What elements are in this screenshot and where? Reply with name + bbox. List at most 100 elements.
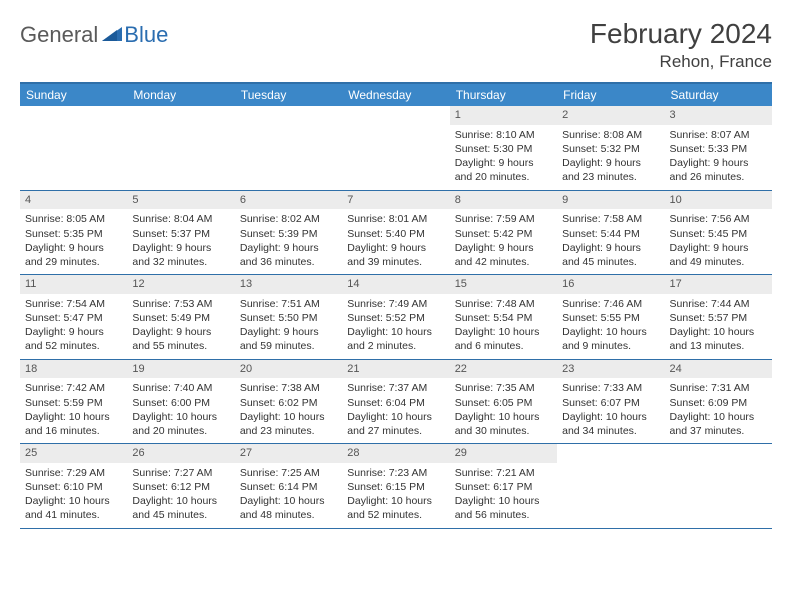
week-row: 11Sunrise: 7:54 AMSunset: 5:47 PMDayligh… <box>20 275 772 360</box>
day-detail-line: Daylight: 9 hours <box>132 325 229 339</box>
day-detail-line: Sunset: 5:45 PM <box>670 227 767 241</box>
day-cell: 3Sunrise: 8:07 AMSunset: 5:33 PMDaylight… <box>665 106 772 190</box>
day-detail-line: and 30 minutes. <box>455 424 552 438</box>
day-details: Sunrise: 7:21 AMSunset: 6:17 PMDaylight:… <box>450 463 557 528</box>
day-detail-line: Daylight: 9 hours <box>240 241 337 255</box>
day-cell: 5Sunrise: 8:04 AMSunset: 5:37 PMDaylight… <box>127 191 234 275</box>
day-detail-line: Sunrise: 7:49 AM <box>347 297 444 311</box>
day-number: 14 <box>342 275 449 294</box>
day-detail-line: Sunrise: 7:51 AM <box>240 297 337 311</box>
day-detail-line: Daylight: 10 hours <box>347 325 444 339</box>
triangle-icon <box>102 25 122 46</box>
day-detail-line: Sunrise: 7:53 AM <box>132 297 229 311</box>
day-details: Sunrise: 7:31 AMSunset: 6:09 PMDaylight:… <box>665 378 772 443</box>
week-row: ........1Sunrise: 8:10 AMSunset: 5:30 PM… <box>20 106 772 191</box>
day-detail-line: Daylight: 9 hours <box>25 325 122 339</box>
day-cell: 15Sunrise: 7:48 AMSunset: 5:54 PMDayligh… <box>450 275 557 359</box>
day-details: Sunrise: 7:48 AMSunset: 5:54 PMDaylight:… <box>450 294 557 359</box>
day-cell: .. <box>665 444 772 528</box>
day-detail-line: Sunrise: 7:21 AM <box>455 466 552 480</box>
day-detail-line: Daylight: 9 hours <box>132 241 229 255</box>
day-detail-line: and 49 minutes. <box>670 255 767 269</box>
day-cell: 12Sunrise: 7:53 AMSunset: 5:49 PMDayligh… <box>127 275 234 359</box>
day-cell: 19Sunrise: 7:40 AMSunset: 6:00 PMDayligh… <box>127 360 234 444</box>
day-cell: 27Sunrise: 7:25 AMSunset: 6:14 PMDayligh… <box>235 444 342 528</box>
day-number: 11 <box>20 275 127 294</box>
day-cell: 21Sunrise: 7:37 AMSunset: 6:04 PMDayligh… <box>342 360 449 444</box>
day-details: Sunrise: 7:27 AMSunset: 6:12 PMDaylight:… <box>127 463 234 528</box>
day-detail-line: and 45 minutes. <box>132 508 229 522</box>
day-detail-line: Daylight: 10 hours <box>132 494 229 508</box>
day-details: Sunrise: 7:56 AMSunset: 5:45 PMDaylight:… <box>665 209 772 274</box>
day-number: 4 <box>20 191 127 210</box>
weekday-header: Tuesday <box>235 84 342 106</box>
day-detail-line: Sunrise: 7:58 AM <box>562 212 659 226</box>
day-cell: 17Sunrise: 7:44 AMSunset: 5:57 PMDayligh… <box>665 275 772 359</box>
day-detail-line: Sunrise: 7:29 AM <box>25 466 122 480</box>
day-cell: 2Sunrise: 8:08 AMSunset: 5:32 PMDaylight… <box>557 106 664 190</box>
weekday-header: Monday <box>127 84 234 106</box>
day-detail-line: Sunrise: 7:54 AM <box>25 297 122 311</box>
day-details: Sunrise: 7:33 AMSunset: 6:07 PMDaylight:… <box>557 378 664 443</box>
day-cell: 29Sunrise: 7:21 AMSunset: 6:17 PMDayligh… <box>450 444 557 528</box>
day-detail-line: Sunset: 6:15 PM <box>347 480 444 494</box>
weekday-header: Wednesday <box>342 84 449 106</box>
day-number: 6 <box>235 191 342 210</box>
day-detail-line: Daylight: 9 hours <box>455 241 552 255</box>
week-row: 4Sunrise: 8:05 AMSunset: 5:35 PMDaylight… <box>20 191 772 276</box>
day-cell: 28Sunrise: 7:23 AMSunset: 6:15 PMDayligh… <box>342 444 449 528</box>
logo: General Blue <box>20 22 168 48</box>
day-cell: .. <box>20 106 127 190</box>
day-detail-line: and 2 minutes. <box>347 339 444 353</box>
day-number: 18 <box>20 360 127 379</box>
day-detail-line: Sunrise: 7:59 AM <box>455 212 552 226</box>
day-detail-line: and 29 minutes. <box>25 255 122 269</box>
day-detail-line: and 56 minutes. <box>455 508 552 522</box>
day-detail-line: Daylight: 10 hours <box>347 410 444 424</box>
day-detail-line: and 9 minutes. <box>562 339 659 353</box>
day-detail-line: Sunset: 5:54 PM <box>455 311 552 325</box>
day-detail-line: Daylight: 10 hours <box>455 494 552 508</box>
day-detail-line: Sunset: 5:59 PM <box>25 396 122 410</box>
day-detail-line: Daylight: 10 hours <box>562 410 659 424</box>
day-details: Sunrise: 7:53 AMSunset: 5:49 PMDaylight:… <box>127 294 234 359</box>
day-detail-line: and 32 minutes. <box>132 255 229 269</box>
day-detail-line: and 34 minutes. <box>562 424 659 438</box>
day-details: Sunrise: 8:04 AMSunset: 5:37 PMDaylight:… <box>127 209 234 274</box>
weekday-header: Sunday <box>20 84 127 106</box>
day-number: 13 <box>235 275 342 294</box>
day-detail-line: Daylight: 9 hours <box>455 156 552 170</box>
day-detail-line: Daylight: 10 hours <box>25 410 122 424</box>
day-details: Sunrise: 7:23 AMSunset: 6:15 PMDaylight:… <box>342 463 449 528</box>
day-detail-line: Daylight: 9 hours <box>240 325 337 339</box>
day-details: Sunrise: 8:01 AMSunset: 5:40 PMDaylight:… <box>342 209 449 274</box>
day-cell: 1Sunrise: 8:10 AMSunset: 5:30 PMDaylight… <box>450 106 557 190</box>
day-number: 5 <box>127 191 234 210</box>
day-cell: 26Sunrise: 7:27 AMSunset: 6:12 PMDayligh… <box>127 444 234 528</box>
day-cell: 23Sunrise: 7:33 AMSunset: 6:07 PMDayligh… <box>557 360 664 444</box>
day-number: 15 <box>450 275 557 294</box>
day-number: 26 <box>127 444 234 463</box>
day-detail-line: Daylight: 10 hours <box>670 325 767 339</box>
day-number: 12 <box>127 275 234 294</box>
day-detail-line: Sunrise: 7:40 AM <box>132 381 229 395</box>
day-cell: 20Sunrise: 7:38 AMSunset: 6:02 PMDayligh… <box>235 360 342 444</box>
day-detail-line: Sunset: 6:09 PM <box>670 396 767 410</box>
day-cell: .. <box>235 106 342 190</box>
day-detail-line: Sunset: 5:42 PM <box>455 227 552 241</box>
day-details: Sunrise: 7:58 AMSunset: 5:44 PMDaylight:… <box>557 209 664 274</box>
day-details: Sunrise: 7:49 AMSunset: 5:52 PMDaylight:… <box>342 294 449 359</box>
day-detail-line: Sunset: 5:37 PM <box>132 227 229 241</box>
day-cell: 24Sunrise: 7:31 AMSunset: 6:09 PMDayligh… <box>665 360 772 444</box>
day-detail-line: Sunrise: 7:27 AM <box>132 466 229 480</box>
day-detail-line: and 13 minutes. <box>670 339 767 353</box>
day-detail-line: Sunset: 6:12 PM <box>132 480 229 494</box>
day-number: 23 <box>557 360 664 379</box>
day-details: Sunrise: 7:38 AMSunset: 6:02 PMDaylight:… <box>235 378 342 443</box>
day-detail-line: and 20 minutes. <box>455 170 552 184</box>
day-detail-line: Sunset: 5:33 PM <box>670 142 767 156</box>
day-number: 10 <box>665 191 772 210</box>
weekday-header: Thursday <box>450 84 557 106</box>
day-cell: 6Sunrise: 8:02 AMSunset: 5:39 PMDaylight… <box>235 191 342 275</box>
day-cell: .. <box>342 106 449 190</box>
